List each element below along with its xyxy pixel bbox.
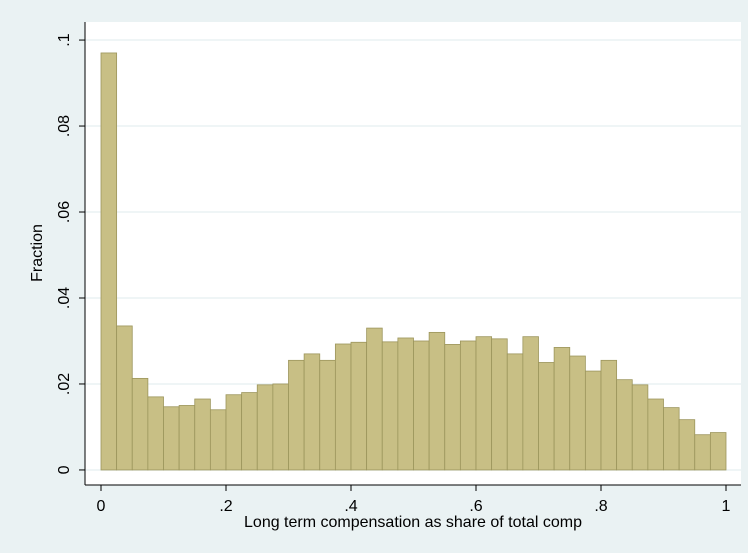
ticks: 0 .02 .04 .06 .08 .1 0 .2 .4 .6 .8 1 <box>56 33 730 515</box>
bar <box>694 434 711 471</box>
y-tick-label: .08 <box>56 115 73 137</box>
bar <box>647 398 664 471</box>
bar <box>397 337 414 471</box>
bar <box>100 52 118 471</box>
bar <box>209 409 227 471</box>
x-tick-label: .8 <box>594 498 607 515</box>
bars <box>100 52 727 471</box>
bar <box>272 383 289 471</box>
x-tick-label: 0 <box>97 498 106 515</box>
bar <box>194 398 211 471</box>
bar <box>225 394 243 471</box>
y-tick-label: 0 <box>56 465 73 474</box>
bar <box>663 407 680 471</box>
bar <box>444 344 461 471</box>
y-tick-label: .04 <box>56 287 73 309</box>
x-axis-label: Long term compensation as share of total… <box>244 514 582 531</box>
y-tick-label: .02 <box>56 373 73 395</box>
bar <box>584 370 602 471</box>
y-tick-label: .1 <box>56 33 73 46</box>
bar <box>709 432 727 471</box>
bar <box>506 353 524 471</box>
bar <box>303 353 321 471</box>
bar <box>538 362 555 471</box>
bar <box>241 392 258 471</box>
bar <box>569 355 586 471</box>
bar <box>131 377 149 471</box>
bar <box>428 331 446 471</box>
x-tick-label: .2 <box>219 498 232 515</box>
bar <box>319 359 336 471</box>
bar <box>600 359 618 471</box>
bar <box>178 405 196 471</box>
x-tick-label: .6 <box>469 498 482 515</box>
bar <box>459 340 477 471</box>
bar <box>350 341 368 471</box>
bar <box>256 384 274 471</box>
bar <box>678 419 696 471</box>
bar <box>631 384 649 471</box>
bar <box>366 327 383 471</box>
bar <box>163 406 180 471</box>
y-axis-label: Fraction <box>29 224 46 282</box>
bar <box>616 379 633 471</box>
bar <box>147 396 164 471</box>
bar <box>475 336 493 471</box>
bar <box>381 341 399 471</box>
bar <box>334 343 352 471</box>
bar <box>413 340 430 471</box>
bar <box>288 359 305 471</box>
x-tick-label: 1 <box>722 498 731 515</box>
x-tick-label: .4 <box>344 498 357 515</box>
bar <box>491 338 508 471</box>
bar <box>553 347 571 471</box>
bar <box>522 336 539 471</box>
y-tick-label: .06 <box>56 201 73 223</box>
bar <box>116 325 133 471</box>
